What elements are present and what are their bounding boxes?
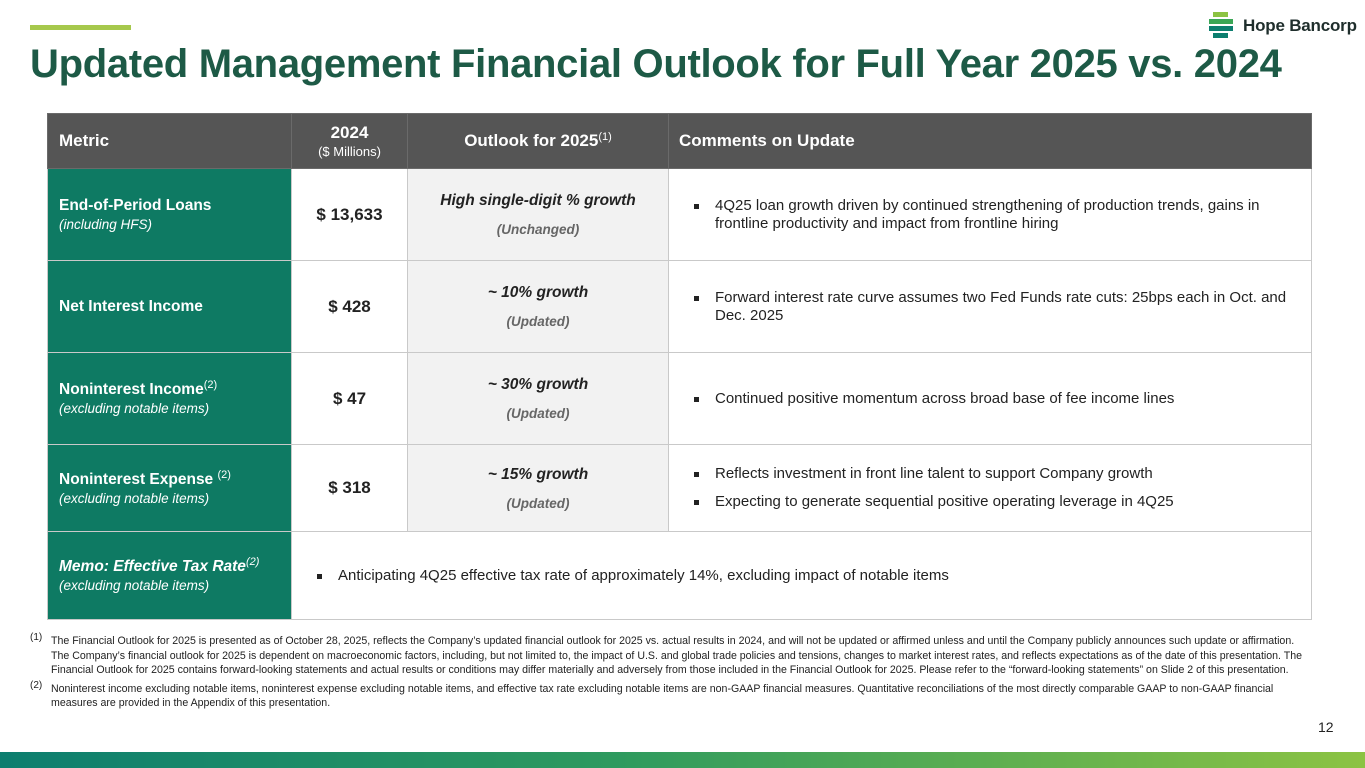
table-row-nii: Net Interest Income $ 428 ~ 10% growth (… bbox=[47, 260, 1312, 353]
table-row-memo-tax: Memo: Effective Tax Rate(2) (excluding n… bbox=[47, 531, 1312, 620]
outlook-value: ~ 10% growth bbox=[487, 284, 589, 301]
footnote: (1) The Financial Outlook for 2025 is pr… bbox=[30, 632, 1305, 678]
bullet-square-icon bbox=[694, 295, 699, 301]
outlook-status: (Unchanged) bbox=[496, 222, 580, 237]
footnote-text: Noninterest income excluding notable ite… bbox=[51, 682, 1274, 710]
outlook-value: ~ 30% growth bbox=[487, 376, 589, 393]
outlook-status: (Updated) bbox=[506, 314, 570, 329]
header-metric: Metric bbox=[47, 113, 292, 169]
footnote-mark: (2) bbox=[30, 679, 43, 691]
metric-cell: Noninterest Expense (2) (excluding notab… bbox=[47, 444, 292, 532]
comment-bullet: Forward interest rate curve assumes two … bbox=[691, 289, 1291, 325]
table-row-loans: End-of-Period Loans (including HFS) $ 13… bbox=[47, 168, 1312, 261]
outlook-status: (Updated) bbox=[506, 406, 570, 421]
metric-cell: Net Interest Income bbox=[47, 260, 292, 353]
header-outlook: Outlook for 2025(1) bbox=[407, 113, 669, 169]
comment-bullet: 4Q25 loan growth driven by continued str… bbox=[691, 197, 1291, 233]
memo-comment-cell: Anticipating 4Q25 effective tax rate of … bbox=[291, 531, 1312, 620]
table-row-nonint-income: Noninterest Income(2) (excluding notable… bbox=[47, 352, 1312, 445]
outlook-table: Metric 2024 ($ Millions) Outlook for 202… bbox=[47, 113, 1312, 620]
comments-cell: Reflects investment in front line talent… bbox=[668, 444, 1312, 532]
page-title: Updated Management Financial Outlook for… bbox=[30, 42, 1282, 86]
metric-cell: Memo: Effective Tax Rate(2) (excluding n… bbox=[47, 531, 292, 620]
outlook-cell: ~ 15% growth (Updated) bbox=[407, 444, 669, 532]
header-comments: Comments on Update bbox=[668, 113, 1312, 169]
comment-bullet: Reflects investment in front line talent… bbox=[691, 465, 1291, 483]
footnote: (2) Noninterest income excluding notable… bbox=[30, 679, 1305, 711]
accent-line bbox=[30, 25, 131, 30]
value-2024: $ 13,633 bbox=[291, 168, 408, 261]
metric-name: Net Interest Income bbox=[59, 297, 203, 315]
bullet-square-icon bbox=[694, 396, 699, 402]
value-2024: $ 318 bbox=[291, 444, 408, 532]
bullet-square-icon bbox=[694, 203, 699, 209]
footnote-text: The Financial Outlook for 2025 is presen… bbox=[51, 635, 1302, 676]
bullet-square-icon bbox=[317, 573, 322, 579]
table-header-row: Metric 2024 ($ Millions) Outlook for 202… bbox=[47, 113, 1312, 169]
comments-cell: Forward interest rate curve assumes two … bbox=[668, 260, 1312, 353]
bullet-square-icon bbox=[694, 472, 699, 477]
comment-bullet: Anticipating 4Q25 effective tax rate of … bbox=[314, 567, 1291, 585]
comments-cell: 4Q25 loan growth driven by continued str… bbox=[668, 168, 1312, 261]
bullet-square-icon bbox=[694, 500, 699, 505]
metric-name: End-of-Period Loans bbox=[59, 197, 212, 214]
metric-cell: Noninterest Income(2) (excluding notable… bbox=[47, 352, 292, 445]
header-year: 2024 bbox=[330, 123, 369, 142]
outlook-status: (Updated) bbox=[506, 495, 570, 511]
outlook-cell: ~ 10% growth (Updated) bbox=[407, 260, 669, 353]
comment-bullet: Continued positive momentum across broad… bbox=[691, 390, 1291, 408]
value-2024: $ 428 bbox=[291, 260, 408, 353]
header-year-unit: ($ Millions) bbox=[318, 144, 381, 159]
metric-cell: End-of-Period Loans (including HFS) bbox=[47, 168, 292, 261]
metric-note: (including HFS) bbox=[59, 217, 153, 232]
value-2024: $ 47 bbox=[291, 352, 408, 445]
footnotes: (1) The Financial Outlook for 2025 is pr… bbox=[30, 632, 1305, 711]
outlook-value: High single-digit % growth bbox=[440, 192, 636, 209]
metric-note: (excluding notable items) bbox=[59, 490, 210, 506]
outlook-value: ~ 15% growth bbox=[487, 465, 589, 483]
comments-cell: Continued positive momentum across broad… bbox=[668, 352, 1312, 445]
metric-note: (excluding notable items) bbox=[59, 401, 210, 416]
metric-footnote: (2) bbox=[245, 556, 260, 568]
comment-bullet: Expecting to generate sequential positiv… bbox=[691, 493, 1291, 511]
metric-footnote: (2) bbox=[203, 379, 218, 391]
outlook-cell: ~ 30% growth (Updated) bbox=[407, 352, 669, 445]
metric-note: (excluding notable items) bbox=[59, 578, 210, 593]
header-2024: 2024 ($ Millions) bbox=[291, 113, 408, 169]
company-logo: Hope Bancorp bbox=[1209, 12, 1357, 40]
metric-name: Noninterest Expense (2) bbox=[59, 468, 231, 488]
bottom-gradient-bar bbox=[0, 752, 1365, 768]
page-number: 12 bbox=[1318, 719, 1334, 735]
footnote-mark: (1) bbox=[30, 632, 43, 643]
header-outlook-label: Outlook for 2025 bbox=[464, 131, 599, 150]
hope-bancorp-logo-icon bbox=[1209, 12, 1233, 38]
header-outlook-footnote: (1) bbox=[598, 131, 612, 143]
table-row-nonint-expense: Noninterest Expense (2) (excluding notab… bbox=[47, 444, 1312, 532]
outlook-cell: High single-digit % growth (Unchanged) bbox=[407, 168, 669, 261]
metric-name: Noninterest Income(2) bbox=[59, 379, 218, 399]
metric-name: Memo: Effective Tax Rate(2) bbox=[59, 556, 260, 576]
logo-text: Hope Bancorp bbox=[1243, 16, 1357, 35]
metric-footnote: (2) bbox=[217, 468, 231, 481]
